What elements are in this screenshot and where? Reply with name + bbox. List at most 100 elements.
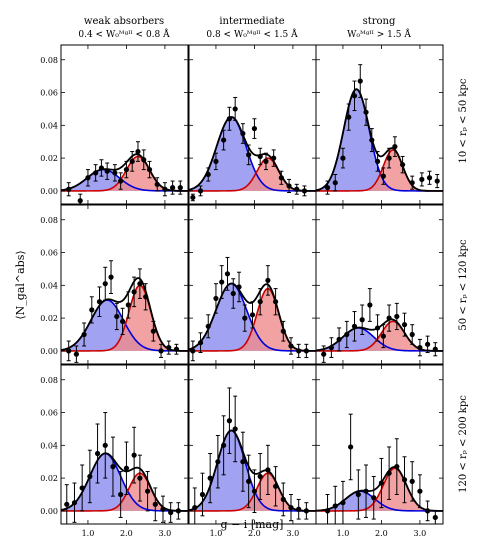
- data-point: [286, 183, 292, 189]
- data-point: [419, 176, 425, 183]
- panel-r1c1: [188, 204, 317, 365]
- row-label-50-120kpc: 50 < rₚ < 120 kpc: [458, 239, 469, 331]
- data-point: [158, 348, 164, 354]
- column-title-strong: strong: [363, 16, 396, 27]
- data-point: [162, 186, 168, 192]
- red-component-fill: [61, 285, 188, 351]
- panel-frame: [60, 204, 189, 365]
- data-point: [392, 144, 398, 150]
- data-point: [271, 155, 277, 161]
- panel-r0c1: [188, 44, 317, 205]
- data-point: [143, 294, 149, 300]
- y-tick-label: 0.06: [40, 249, 58, 258]
- data-point: [85, 175, 91, 181]
- data-point: [93, 170, 99, 176]
- data-point: [221, 442, 227, 448]
- data-point: [118, 178, 124, 184]
- plot-area-r1c1: [189, 256, 316, 362]
- data-point: [251, 488, 258, 494]
- data-point: [434, 178, 440, 184]
- panels-group: 0.00 0.02 0.04 0.06 0.08 0.00 0.02 0.04 0.06 0.08…: [40, 44, 444, 538]
- y-axis-label: ⟨N_gal^abs⟩: [14, 250, 27, 319]
- data-point: [114, 313, 120, 320]
- data-point: [119, 318, 126, 324]
- blue-component-fill: [61, 453, 188, 511]
- data-point: [230, 290, 236, 297]
- data-point: [246, 478, 252, 484]
- data-point: [242, 315, 248, 321]
- y-tick-label: 0.06: [40, 409, 58, 418]
- data-point: [137, 475, 143, 481]
- plot-area-r2c0: [61, 412, 188, 524]
- x-tick-label: 3.0: [159, 529, 172, 538]
- column-subtitle-strong: W₀ᴹᵍᴵᴵ > 1.5 Å: [347, 28, 411, 40]
- data-point: [154, 181, 160, 187]
- data-point: [328, 345, 334, 351]
- panel-r2c0: 0.00 0.02 0.04 0.06 0.08 1.0 2.0 3.0: [40, 364, 189, 538]
- data-point: [386, 315, 392, 321]
- data-point: [348, 444, 354, 450]
- data-point: [332, 503, 338, 509]
- data-point: [199, 491, 206, 498]
- data-point: [351, 323, 358, 329]
- data-point: [240, 130, 246, 137]
- data-point: [257, 473, 263, 480]
- data-point: [417, 345, 423, 351]
- data-point: [77, 198, 83, 204]
- data-point: [409, 331, 415, 338]
- blue-component-fill: [61, 169, 188, 191]
- data-point: [288, 343, 294, 349]
- data-point: [288, 505, 294, 511]
- panel-r2c1: 1.0 2.0 3.0: [188, 364, 317, 538]
- plot-area-r1c0: [61, 260, 188, 363]
- data-point: [197, 188, 204, 194]
- row-labels: 10 < rₚ < 50 kpc 50 < rₚ < 120 kpc 120 <…: [458, 78, 469, 493]
- data-point: [137, 281, 143, 287]
- plot-area-r2c2: [316, 413, 443, 524]
- data-point: [265, 467, 271, 473]
- y-tick-label: 0.08: [40, 376, 58, 385]
- data-point: [321, 351, 327, 357]
- data-point: [386, 470, 392, 476]
- data-point: [168, 509, 174, 516]
- plot-area-r0c1: [189, 96, 316, 202]
- blue-component-fill: [316, 89, 443, 191]
- data-point: [123, 465, 130, 471]
- plot-area-r0c2: [316, 64, 443, 195]
- data-point: [215, 459, 221, 465]
- data-point: [425, 508, 431, 514]
- panel-frame: [60, 364, 189, 525]
- data-point: [374, 325, 381, 331]
- red-component-fill: [316, 468, 443, 511]
- row-label-120-200kpc: 120 < rₚ < 200 kpc: [458, 395, 469, 493]
- column-subtitle-weak: 0.4 < W₀ᴹᵍᴵᴵ < 0.8 Å: [78, 28, 170, 40]
- data-point: [296, 506, 302, 512]
- data-point: [226, 116, 233, 122]
- data-point: [386, 155, 392, 161]
- data-point: [135, 148, 141, 155]
- data-point: [144, 488, 151, 494]
- data-point: [294, 186, 300, 192]
- x-tick-label: 2.0: [375, 529, 388, 538]
- data-point: [112, 170, 118, 176]
- data-point: [280, 496, 286, 503]
- data-point: [94, 450, 101, 457]
- panel-frame: [315, 44, 444, 205]
- y-tick-label: 0.06: [40, 89, 58, 98]
- data-point: [131, 452, 137, 458]
- panel-frame: [315, 204, 444, 365]
- data-point: [89, 307, 95, 313]
- panel-r2c2: 1.0 2.0 3.0: [315, 364, 444, 538]
- data-point: [324, 508, 331, 514]
- x-tick-label: 1.0: [337, 529, 350, 538]
- y-tick-label: 0.02: [40, 314, 58, 323]
- data-point: [340, 155, 346, 161]
- data-point: [394, 313, 400, 320]
- data-point: [359, 317, 365, 323]
- y-tick-label: 0.04: [40, 121, 58, 130]
- panel-r0c0: 0.00 0.02 0.04 0.06 0.08: [40, 44, 189, 205]
- data-point: [66, 186, 72, 192]
- data-point: [351, 93, 358, 99]
- data-point: [249, 312, 256, 318]
